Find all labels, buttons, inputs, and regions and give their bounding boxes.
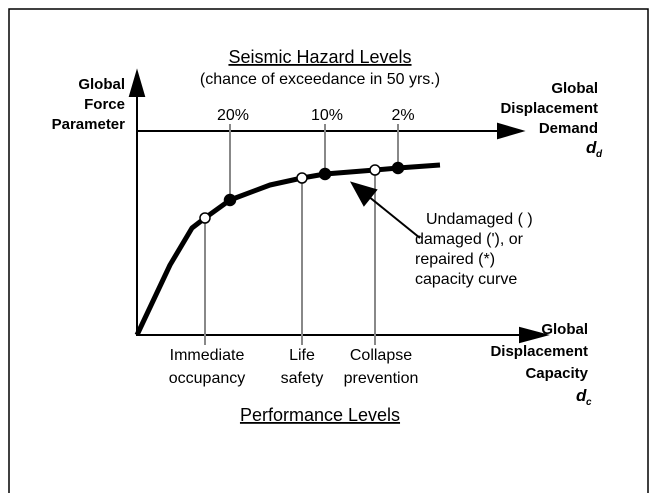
points bbox=[199, 161, 405, 224]
performance-level: occupancy bbox=[169, 370, 246, 387]
hazard-level: 2% bbox=[391, 107, 414, 124]
demand-label: Demand bbox=[539, 120, 598, 137]
capacity-label: Displacement bbox=[490, 343, 588, 360]
demand-symbol: d bbox=[586, 138, 597, 157]
y-axis-label: Force bbox=[84, 96, 125, 113]
performance-level: Immediate bbox=[170, 347, 245, 364]
hazard-level: 10% bbox=[311, 107, 343, 124]
curve-note: damaged ('), or bbox=[415, 231, 524, 248]
level-lines bbox=[204, 124, 399, 345]
performance-level: Life bbox=[289, 347, 315, 364]
demand-subscript: d bbox=[596, 149, 603, 160]
axes bbox=[128, 68, 550, 344]
subtitle: (chance of exceedance in 50 yrs.) bbox=[200, 71, 440, 88]
capacity-curve bbox=[134, 162, 441, 337]
demand-label: Global bbox=[551, 80, 598, 97]
performance-level: prevention bbox=[344, 370, 419, 387]
curve-note: capacity curve bbox=[415, 271, 517, 288]
hazard-level: 20% bbox=[217, 107, 249, 124]
note-arrow bbox=[349, 181, 421, 239]
capacity-subscript: c bbox=[586, 397, 592, 408]
capacity-label: Capacity bbox=[525, 365, 588, 382]
title: Seismic Hazard Levels bbox=[228, 47, 411, 67]
frame bbox=[8, 8, 649, 493]
footer: Performance Levels bbox=[240, 405, 400, 425]
performance-level: safety bbox=[281, 370, 324, 387]
performance-level: Collapse bbox=[350, 347, 412, 364]
y-axis-label: Global bbox=[78, 76, 125, 93]
y-axis-label: Parameter bbox=[52, 116, 126, 133]
curve-note: Undamaged ( ) bbox=[426, 211, 533, 228]
curve-note: repaired (*) bbox=[415, 251, 495, 268]
capacity-symbol: d bbox=[576, 386, 587, 405]
demand-label: Displacement bbox=[500, 100, 598, 117]
capacity-label: Global bbox=[541, 321, 588, 338]
